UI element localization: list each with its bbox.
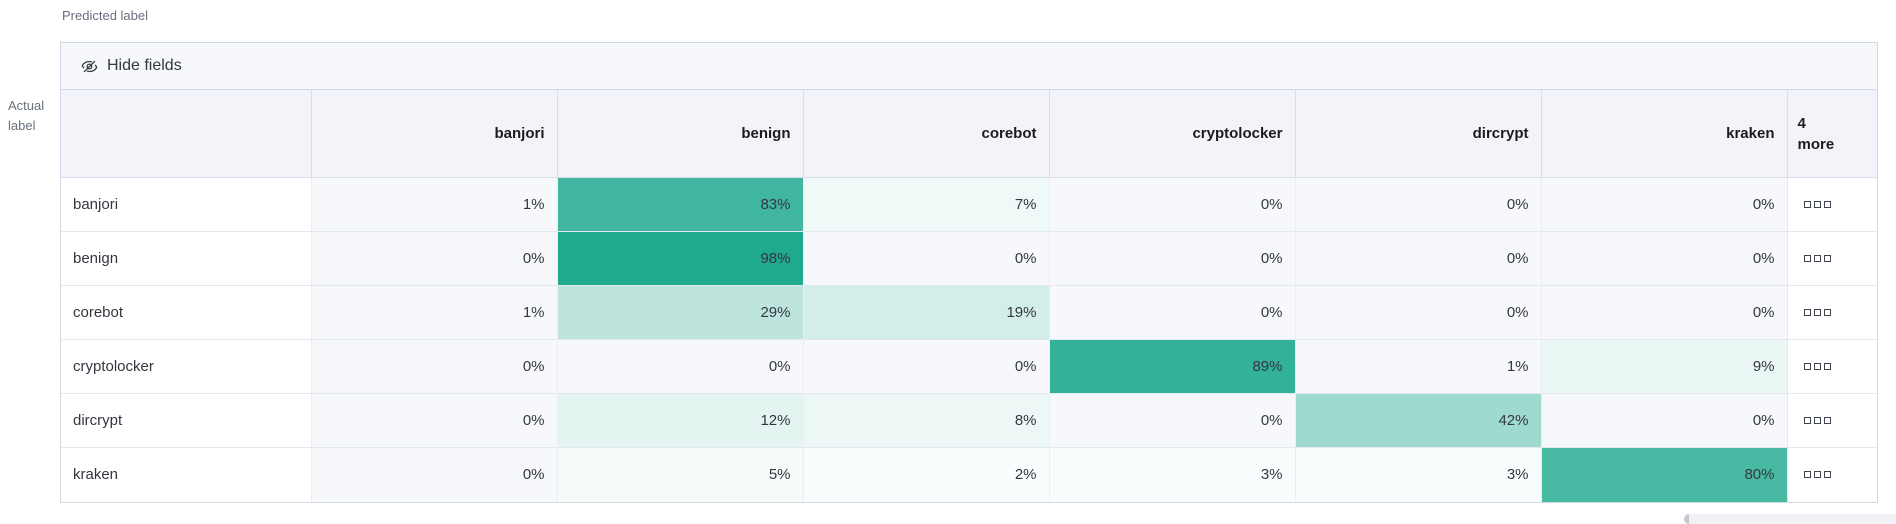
cell-corebot-kraken[interactable]: 0% xyxy=(1540,285,1787,340)
cell-benign-banjori[interactable]: 0% xyxy=(310,231,557,286)
actual-axis-label-line2: label xyxy=(8,118,36,133)
cell-cryptolocker-benign[interactable]: 0% xyxy=(556,339,803,394)
cell-kraken-banjori[interactable]: 0% xyxy=(310,447,557,502)
boxes-horizontal-icon[interactable] xyxy=(1802,199,1833,210)
corner-header-cell xyxy=(61,90,311,178)
matrix-row-benign: benign 0% 98% 0% 0% 0% 0% xyxy=(61,231,1877,286)
column-header-benign[interactable]: benign xyxy=(556,90,803,178)
grid-toolbar: Hide fields xyxy=(61,43,1877,90)
more-cell-benign xyxy=(1786,231,1877,286)
cell-cryptolocker-cryptolocker[interactable]: 89% xyxy=(1048,339,1295,394)
actual-axis-label-line1: Actual xyxy=(8,98,45,113)
cell-corebot-cryptolocker[interactable]: 0% xyxy=(1048,285,1295,340)
matrix-row-banjori: banjori 1% 83% 7% 0% 0% 0% xyxy=(61,177,1877,232)
cell-cryptolocker-kraken[interactable]: 9% xyxy=(1540,339,1787,394)
cell-benign-dircrypt[interactable]: 0% xyxy=(1294,231,1541,286)
more-cell-kraken xyxy=(1786,447,1877,502)
boxes-horizontal-icon[interactable] xyxy=(1802,361,1833,372)
cell-banjori-dircrypt[interactable]: 0% xyxy=(1294,177,1541,232)
predicted-axis-label: Predicted label xyxy=(62,8,148,23)
cell-corebot-banjori[interactable]: 1% xyxy=(310,285,557,340)
cell-banjori-kraken[interactable]: 0% xyxy=(1540,177,1787,232)
more-columns-header-line: more xyxy=(1797,135,1835,153)
matrix-row-dircrypt: dircrypt 0% 12% 8% 0% 42% 0% xyxy=(61,393,1877,448)
hide-fields-button[interactable]: Hide fields xyxy=(71,53,192,79)
cell-dircrypt-banjori[interactable]: 0% xyxy=(310,393,557,448)
confusion-matrix-grid: Hide fields banjori benign corebot cryptolo… xyxy=(60,42,1878,503)
header-row: banjori benign corebot cryptolocker dircrypt… xyxy=(61,90,1877,178)
cell-benign-cryptolocker[interactable]: 0% xyxy=(1048,231,1295,286)
row-label-banjori: banjori xyxy=(61,177,311,232)
boxes-horizontal-icon[interactable] xyxy=(1802,469,1833,480)
matrix-row-corebot: corebot 1% 29% 19% 0% 0% 0% xyxy=(61,285,1877,340)
row-label-cryptolocker: cryptolocker xyxy=(61,339,311,394)
hide-fields-label: Hide fields xyxy=(107,57,182,74)
more-cell-banjori xyxy=(1786,177,1877,232)
cell-banjori-cryptolocker[interactable]: 0% xyxy=(1048,177,1295,232)
cell-dircrypt-cryptolocker[interactable]: 0% xyxy=(1048,393,1295,448)
confusion-matrix-table: banjori benign corebot cryptolocker dircrypt… xyxy=(61,90,1877,502)
cell-dircrypt-benign[interactable]: 12% xyxy=(556,393,803,448)
cell-dircrypt-corebot[interactable]: 8% xyxy=(802,393,1049,448)
more-cell-cryptolocker xyxy=(1786,339,1877,394)
cell-benign-kraken[interactable]: 0% xyxy=(1540,231,1787,286)
cell-dircrypt-dircrypt[interactable]: 42% xyxy=(1294,393,1541,448)
column-header-kraken[interactable]: kraken xyxy=(1540,90,1787,178)
cell-corebot-dircrypt[interactable]: 0% xyxy=(1294,285,1541,340)
cell-cryptolocker-dircrypt[interactable]: 1% xyxy=(1294,339,1541,394)
cell-cryptolocker-corebot[interactable]: 0% xyxy=(802,339,1049,394)
cell-kraken-corebot[interactable]: 2% xyxy=(802,447,1049,502)
boxes-horizontal-icon[interactable] xyxy=(1802,307,1833,318)
cell-banjori-banjori[interactable]: 1% xyxy=(310,177,557,232)
cell-kraken-dircrypt[interactable]: 3% xyxy=(1294,447,1541,502)
more-columns-header-line: 4 xyxy=(1797,114,1806,132)
row-label-kraken: kraken xyxy=(61,447,311,502)
cell-banjori-corebot[interactable]: 7% xyxy=(802,177,1049,232)
cell-dircrypt-kraken[interactable]: 0% xyxy=(1540,393,1787,448)
cell-benign-corebot[interactable]: 0% xyxy=(802,231,1049,286)
cell-corebot-corebot[interactable]: 19% xyxy=(802,285,1049,340)
boxes-horizontal-icon[interactable] xyxy=(1802,415,1833,426)
horizontal-scrollbar[interactable] xyxy=(1684,514,1896,524)
column-header-corebot[interactable]: corebot xyxy=(802,90,1049,178)
cell-kraken-cryptolocker[interactable]: 3% xyxy=(1048,447,1295,502)
cell-kraken-kraken[interactable]: 80% xyxy=(1540,447,1787,502)
column-header-banjori[interactable]: banjori xyxy=(310,90,557,178)
cell-benign-benign[interactable]: 98% xyxy=(556,231,803,286)
more-columns-header[interactable]: 4 more xyxy=(1786,90,1877,178)
cell-corebot-benign[interactable]: 29% xyxy=(556,285,803,340)
actual-axis-label: Actual label xyxy=(8,96,44,136)
column-header-cryptolocker[interactable]: cryptolocker xyxy=(1048,90,1295,178)
scrollbar-thumb[interactable] xyxy=(1684,514,1689,524)
cell-kraken-benign[interactable]: 5% xyxy=(556,447,803,502)
row-label-corebot: corebot xyxy=(61,285,311,340)
more-cell-corebot xyxy=(1786,285,1877,340)
matrix-row-cryptolocker: cryptolocker 0% 0% 0% 89% 1% 9% xyxy=(61,339,1877,394)
boxes-horizontal-icon[interactable] xyxy=(1802,253,1833,264)
eye-closed-icon xyxy=(81,58,98,75)
cell-cryptolocker-banjori[interactable]: 0% xyxy=(310,339,557,394)
cell-banjori-benign[interactable]: 83% xyxy=(556,177,803,232)
row-label-benign: benign xyxy=(61,231,311,286)
row-label-dircrypt: dircrypt xyxy=(61,393,311,448)
more-cell-dircrypt xyxy=(1786,393,1877,448)
matrix-row-kraken: kraken 0% 5% 2% 3% 3% 80% xyxy=(61,447,1877,502)
column-header-dircrypt[interactable]: dircrypt xyxy=(1294,90,1541,178)
